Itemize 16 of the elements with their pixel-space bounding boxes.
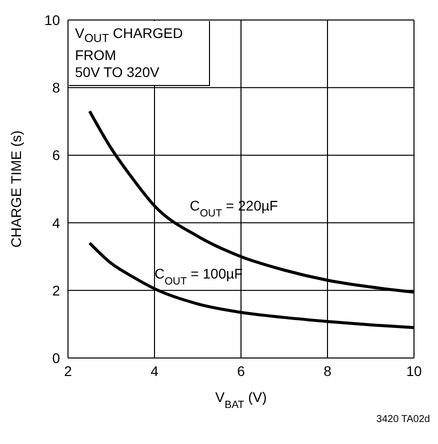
y-tick-label: 10 (44, 12, 60, 28)
y-tick-label: 6 (52, 147, 60, 164)
x-tick-label: 10 (406, 362, 422, 379)
y-tick-label: 8 (52, 80, 60, 96)
y-tick-label: 4 (52, 214, 60, 231)
x-axis-title: V$_{BAT}$ (V) (215, 389, 267, 411)
x-tick-label: 4 (150, 362, 159, 379)
y-tick-label: 2 (52, 282, 60, 298)
x-tick-label: 6 (237, 362, 246, 379)
x-tick-label: 8 (324, 362, 332, 379)
annotation: V$_{OUT}$ CHARGED FROM 50V TO 320V (75, 25, 183, 80)
note-box: V$_{OUT}$ CHARGED FROM 50V TO 320V (69, 21, 210, 86)
y-tick-label: 0 (52, 350, 60, 366)
x-tick-label: 2 (64, 362, 72, 379)
text: 3420 TA02d (376, 414, 430, 425)
y-axis-title: CHARGE TIME (s) (8, 130, 24, 248)
